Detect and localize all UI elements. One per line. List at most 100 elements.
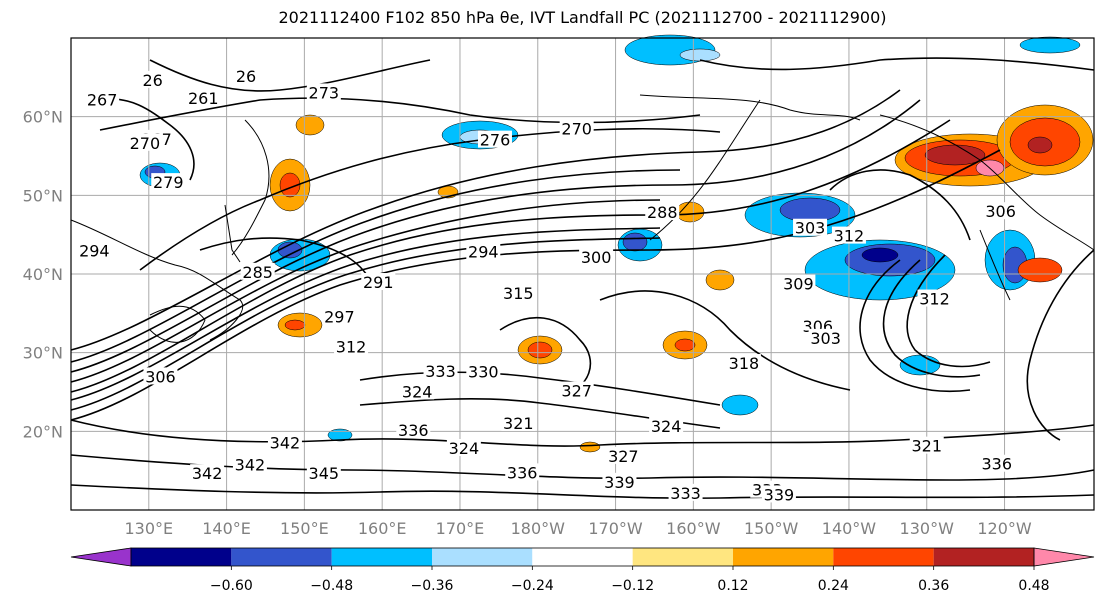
- contour-label-background: [234, 66, 259, 84]
- colorbar-extend-low: [70, 547, 132, 567]
- contour-label: 312: [834, 227, 865, 246]
- colorbar-segment: [532, 548, 633, 566]
- contour-label: 294: [468, 242, 499, 261]
- contour-label: 342: [270, 433, 301, 452]
- colorbar-segment: [933, 548, 1034, 566]
- contour-label: 26: [236, 67, 256, 86]
- contour-label-background: [761, 485, 796, 503]
- ivt-pc-anomaly-patch: [284, 319, 306, 331]
- longitude-tick-label: 150°W: [744, 519, 799, 538]
- contour-label: 279: [153, 173, 184, 192]
- contour-label-background: [645, 203, 680, 220]
- theta-e-contour-line: [699, 57, 1095, 71]
- contour-label-background: [423, 361, 458, 379]
- contour-label-background: [361, 273, 396, 291]
- contour-label-background: [400, 382, 435, 400]
- contour-label: 339: [604, 473, 635, 492]
- contour-label: 327: [608, 447, 639, 466]
- theta-e-contour-line: [70, 419, 1095, 447]
- contour-label: 267: [87, 91, 118, 110]
- ivt-pc-anomaly-patch: [861, 247, 899, 263]
- contour-label-background: [143, 367, 178, 385]
- contour-label-background: [917, 289, 952, 307]
- contour-label: 291: [363, 273, 394, 292]
- axis-tick-labels: 60°N 50°N 40°N 30°N 20°N 130°E 140°E 150°E 160°E…: [23, 108, 1032, 538]
- contour-label-background: [77, 241, 112, 259]
- contour-label: 336: [981, 455, 1012, 474]
- contour-label: 288: [647, 203, 678, 222]
- contour-label: 270: [130, 134, 161, 153]
- theta-e-contour-line: [70, 227, 661, 401]
- contour-label: 306: [145, 367, 176, 386]
- contour-label: 285: [242, 263, 273, 282]
- contour-label-background: [602, 472, 637, 490]
- contour-label-background: [831, 226, 866, 244]
- colorbar-segment: [432, 548, 533, 566]
- contour-label: 330: [468, 363, 499, 382]
- contour-label-background: [983, 202, 1018, 220]
- longitude-tick-label: 180°W: [511, 519, 566, 538]
- longitude-tick-label: 130°W: [900, 519, 955, 538]
- colorbar-segment: [733, 548, 834, 566]
- contour-label: 327: [561, 382, 592, 401]
- theta-e-contour-line: [70, 119, 951, 393]
- contour-label-background: [306, 464, 341, 482]
- contour-label: 312: [336, 338, 367, 357]
- coastline: [70, 219, 244, 341]
- theta-e-contour-line: [199, 237, 371, 281]
- ivt-pc-anomaly-patch: [279, 172, 301, 198]
- latitude-tick-label: 40°N: [23, 265, 63, 284]
- contour-label-background: [127, 133, 162, 151]
- longitude-tick-label: 140°W: [822, 519, 877, 538]
- colorbar-tick-label: −0.60: [210, 578, 253, 594]
- ivt-pc-anomaly-patch: [679, 48, 721, 62]
- coastline: [149, 305, 206, 343]
- latitude-tick-label: 20°N: [23, 422, 63, 441]
- colorbar-tick-label: 0.36: [918, 578, 949, 594]
- coastline: [649, 99, 761, 241]
- ivt-pc-anomaly-patch: [1019, 36, 1081, 54]
- contour-label: 345: [309, 464, 340, 483]
- longitude-tick-label: 150°E: [280, 519, 329, 538]
- contour-label-background: [668, 483, 703, 501]
- contour-label: 324: [449, 439, 480, 458]
- contour-label: 312: [919, 290, 950, 309]
- contour-label: 303: [810, 329, 841, 348]
- colorbar-outline: [130, 547, 1035, 567]
- ivt-pc-anomaly-patch: [622, 232, 648, 252]
- contour-label-background: [140, 70, 165, 88]
- contour-label: 309: [783, 275, 814, 294]
- longitude-tick-label: 170°E: [436, 519, 485, 538]
- coastlines: [70, 94, 1095, 343]
- latitude-tick-label: 60°N: [23, 108, 63, 127]
- theta-e-contour-line: [149, 59, 431, 92]
- graticule: [71, 38, 1094, 510]
- longitude-tick-label: 130°E: [124, 519, 173, 538]
- ivt-pc-anomaly-patch: [327, 428, 353, 442]
- contour-label-background: [505, 463, 540, 481]
- colorbar-tick-label: 0.48: [1018, 578, 1049, 594]
- theta-e-contours: [70, 57, 1095, 500]
- contour-label-background: [559, 381, 594, 399]
- contour-label-background: [306, 83, 341, 101]
- colorbar-tick-label: 0.12: [717, 578, 748, 594]
- longitude-tick-label: 120°W: [977, 519, 1032, 538]
- theta-e-contour-line: [70, 169, 681, 363]
- contour-label-background: [501, 284, 536, 302]
- contour-label-background: [85, 90, 120, 108]
- contour-label: 324: [402, 382, 433, 401]
- theta-e-contour-line: [70, 149, 1001, 421]
- contour-label-background: [190, 464, 225, 482]
- theta-e-contour-line: [139, 127, 721, 271]
- colorbar-tick-label: 0.24: [818, 578, 849, 594]
- colorbar-segment: [833, 548, 934, 566]
- ivt-pc-anomaly-patch: [527, 341, 553, 359]
- contour-label-background: [466, 362, 501, 380]
- coastline: [224, 204, 241, 263]
- contour-label: 297: [324, 308, 355, 327]
- map-panel: 2672626126273267270279276270288294285291…: [70, 34, 1095, 511]
- ivt-pc-anomaly-patch: [674, 338, 696, 352]
- contour-label: 294: [79, 242, 110, 261]
- contour-label: 300: [581, 248, 612, 267]
- theta-e-contour-line: [882, 259, 981, 378]
